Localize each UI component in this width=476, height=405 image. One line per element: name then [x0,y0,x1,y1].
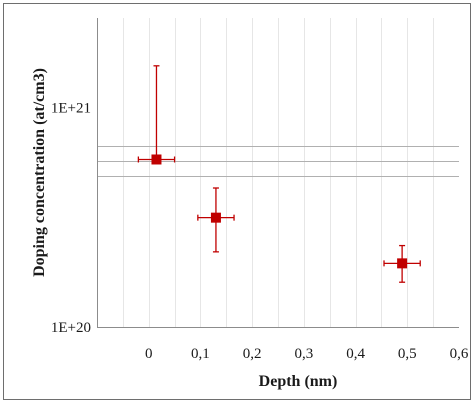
data-point-marker [151,154,162,165]
chart-frame [3,3,471,400]
data-point-marker [397,258,408,269]
x-tick-label: 0,4 [346,346,365,362]
x-tick-label: 0,1 [191,346,210,362]
y-tick-label: 1E+20 [51,320,91,336]
y-tick-label: 1E+21 [51,101,91,117]
data-point-marker [210,212,221,223]
y-axis-title: Doping concentration (at/cm3) [31,68,48,277]
x-axis-title: Depth (nm) [259,373,338,390]
x-tick-label: 0,2 [243,346,262,362]
y-tick-labels: 1E+20 1E+21 [51,101,91,336]
data-points [151,154,408,269]
x-tick-label: 0,5 [398,346,417,362]
x-tick-label: 0,6 [450,346,469,362]
grid-lines [123,18,434,327]
x-tick-label: 0 [145,346,153,362]
x-tick-labels: 0 0,1 0,2 0,3 0,4 0,5 0,6 [145,346,469,362]
error-bars [137,65,421,283]
x-tick-label: 0,3 [294,346,313,362]
